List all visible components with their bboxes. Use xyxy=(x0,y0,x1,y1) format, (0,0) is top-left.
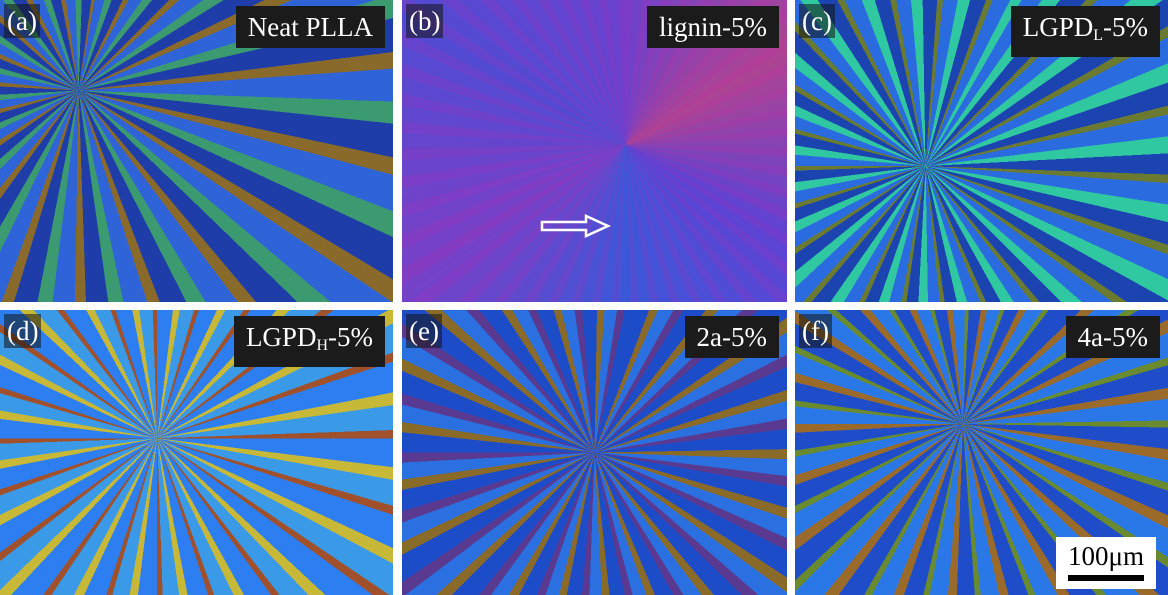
label-text: Neat PLLA xyxy=(248,12,373,42)
micrograph-panel: (d) LGPDH-5% xyxy=(0,310,393,595)
label-text: lignin-5% xyxy=(659,12,767,42)
micrograph-panel: (f) 4a-5% 100μm xyxy=(795,310,1168,595)
micrograph-panel: (c) LGPDL-5% xyxy=(795,0,1168,302)
panel-label: lignin-5% xyxy=(647,6,779,48)
label-text: 2a-5% xyxy=(697,322,767,352)
panel-label: 4a-5% xyxy=(1066,316,1160,358)
panel-letter: (f) xyxy=(799,314,832,348)
scale-bar-line xyxy=(1068,575,1144,581)
panel-letter: (c) xyxy=(799,4,835,38)
label-text: 4a-5% xyxy=(1078,322,1148,352)
figure: (a)Neat PLLA(b)lignin-5%(c)LGPDL-5%(d)LG… xyxy=(0,0,1168,595)
panel-label: 2a-5% xyxy=(685,316,779,358)
panel-letter: (d) xyxy=(4,314,41,348)
micrograph-panel: (e) 2a-5% xyxy=(402,310,787,595)
label-text: LGPD xyxy=(1023,12,1094,42)
panel-letter: (e) xyxy=(406,314,442,348)
label-suffix: -5% xyxy=(328,322,373,352)
label-text: LGPD xyxy=(246,322,317,352)
panel-label: Neat PLLA xyxy=(236,6,385,48)
panel-label: LGPDL-5% xyxy=(1011,6,1160,57)
micrograph-panel: (a) Neat PLLA xyxy=(0,0,393,302)
scale-bar-label: 100μm xyxy=(1068,539,1144,573)
panel-label: LGPDH-5% xyxy=(234,316,385,367)
arrow xyxy=(540,212,612,240)
label-suffix: -5% xyxy=(1103,12,1148,42)
panel-letter: (b) xyxy=(406,4,443,38)
label-subscript: L xyxy=(1093,27,1103,44)
panel-letter: (a) xyxy=(4,4,40,38)
micrograph-panel: (b) lignin-5% xyxy=(402,0,787,302)
scale-bar: 100μm xyxy=(1056,537,1156,589)
label-subscript: H xyxy=(316,337,328,354)
arrow-shape xyxy=(542,216,608,236)
